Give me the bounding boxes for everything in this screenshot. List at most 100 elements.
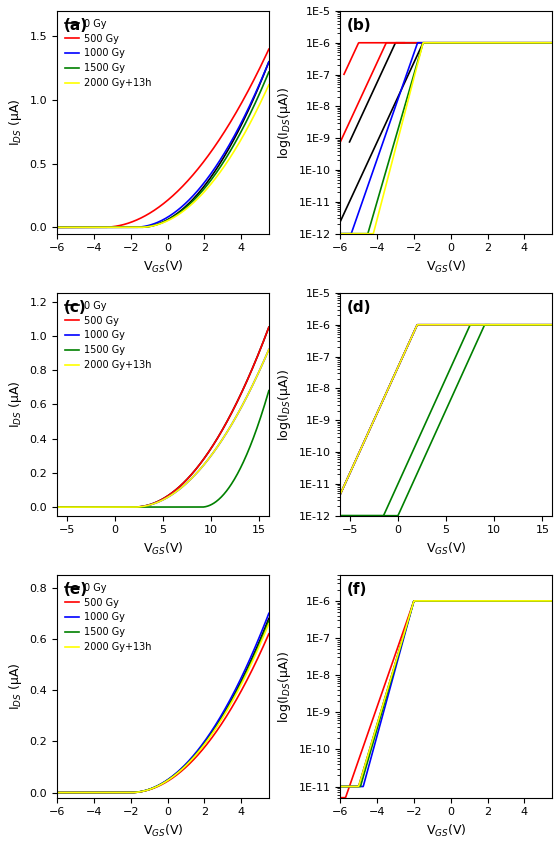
X-axis label: V$_{GS}$(V): V$_{GS}$(V): [143, 823, 183, 839]
500 Gy: [266, 322, 272, 332]
1000 Gy: [180, 761, 187, 772]
Line: 0 Gy: 0 Gy: [57, 618, 269, 793]
0 Gy: [266, 613, 272, 624]
500 Gy: [155, 202, 162, 212]
500 Gy: [54, 502, 60, 512]
0 Gy: [180, 762, 187, 772]
1000 Gy: [155, 217, 162, 227]
Line: 1500 Gy: 1500 Gy: [57, 391, 269, 507]
2000 Gy+13h: [260, 91, 267, 101]
500 Gy: [180, 478, 187, 488]
1000 Gy: [168, 490, 175, 500]
500 Gy: [54, 222, 60, 233]
2000 Gy+13h: [54, 502, 60, 512]
X-axis label: V$_{GS}$(V): V$_{GS}$(V): [143, 541, 183, 557]
1500 Gy: [180, 763, 187, 773]
500 Gy: [260, 336, 267, 346]
Y-axis label: log(I$_{DS}$(μA)): log(I$_{DS}$(μA)): [276, 368, 293, 441]
0 Gy: [168, 772, 175, 783]
Line: 0 Gy: 0 Gy: [57, 62, 269, 228]
Y-axis label: log(I$_{DS}$(μA)): log(I$_{DS}$(μA)): [276, 86, 293, 158]
1500 Gy: [228, 481, 234, 491]
0 Gy: [168, 488, 175, 498]
X-axis label: V$_{GS}$(V): V$_{GS}$(V): [143, 259, 183, 275]
Line: 1500 Gy: 1500 Gy: [57, 72, 269, 228]
1500 Gy: [155, 780, 162, 790]
0 Gy: [266, 57, 272, 67]
0 Gy: [54, 502, 60, 512]
X-axis label: V$_{GS}$(V): V$_{GS}$(V): [426, 541, 466, 557]
0 Gy: [228, 696, 234, 706]
2000 Gy+13h: [260, 356, 267, 366]
2000 Gy+13h: [155, 219, 162, 229]
0 Gy: [154, 497, 161, 507]
1500 Gy: [266, 386, 272, 396]
2000 Gy+13h: [154, 497, 161, 508]
500 Gy: [168, 773, 175, 783]
500 Gy: [260, 640, 267, 651]
1500 Gy: [260, 629, 267, 639]
500 Gy: [228, 117, 234, 127]
1000 Gy: [155, 497, 162, 507]
1000 Gy: [266, 608, 272, 618]
1000 Gy: [54, 788, 60, 798]
Line: 1500 Gy: 1500 Gy: [57, 621, 269, 793]
1000 Gy: [260, 69, 267, 80]
0 Gy: [154, 219, 161, 229]
500 Gy: [228, 705, 234, 715]
0 Gy: [154, 781, 161, 791]
1000 Gy: [168, 772, 175, 782]
2000 Gy+13h: [54, 788, 60, 798]
Text: (b): (b): [347, 18, 371, 33]
500 Gy: [168, 192, 175, 202]
2000 Gy+13h: [168, 490, 175, 500]
1500 Gy: [54, 788, 60, 798]
Legend: 0 Gy, 500 Gy, 1000 Gy, 1500 Gy, 2000 Gy+13h: 0 Gy, 500 Gy, 1000 Gy, 1500 Gy, 2000 Gy+…: [62, 16, 155, 91]
Text: (c): (c): [63, 299, 86, 315]
1500 Gy: [155, 502, 162, 512]
1000 Gy: [228, 421, 234, 431]
500 Gy: [155, 496, 162, 506]
1500 Gy: [168, 213, 175, 223]
1500 Gy: [154, 781, 161, 791]
1000 Gy: [266, 344, 272, 354]
1500 Gy: [155, 219, 162, 229]
2000 Gy+13h: [260, 631, 267, 641]
1000 Gy: [260, 621, 267, 631]
500 Gy: [180, 765, 187, 775]
1000 Gy: [260, 356, 267, 366]
0 Gy: [260, 626, 267, 636]
0 Gy: [266, 322, 272, 332]
Legend: 0 Gy, 500 Gy, 1000 Gy, 1500 Gy, 2000 Gy+13h: 0 Gy, 500 Gy, 1000 Gy, 1500 Gy, 2000 Gy+…: [62, 298, 155, 373]
1500 Gy: [168, 772, 175, 783]
1500 Gy: [260, 79, 267, 89]
1500 Gy: [260, 403, 267, 413]
1500 Gy: [228, 146, 234, 156]
1500 Gy: [54, 502, 60, 512]
Line: 0 Gy: 0 Gy: [57, 327, 269, 507]
1500 Gy: [266, 616, 272, 626]
2000 Gy+13h: [155, 497, 162, 507]
0 Gy: [54, 788, 60, 798]
Line: 500 Gy: 500 Gy: [57, 327, 269, 507]
2000 Gy+13h: [266, 344, 272, 354]
0 Gy: [228, 140, 234, 151]
0 Gy: [228, 409, 234, 420]
Y-axis label: I$_{DS}$ (μA): I$_{DS}$ (μA): [7, 381, 24, 428]
500 Gy: [154, 203, 161, 213]
2000 Gy+13h: [180, 481, 187, 492]
1500 Gy: [228, 698, 234, 708]
1000 Gy: [155, 780, 162, 790]
2000 Gy+13h: [154, 781, 161, 791]
500 Gy: [266, 629, 272, 639]
2000 Gy+13h: [154, 220, 161, 230]
500 Gy: [168, 488, 175, 498]
1000 Gy: [228, 694, 234, 704]
2000 Gy+13h: [54, 222, 60, 233]
Text: (a): (a): [63, 18, 87, 33]
2000 Gy+13h: [228, 699, 234, 709]
Text: (d): (d): [347, 299, 371, 315]
1000 Gy: [154, 497, 161, 508]
Text: (f): (f): [347, 582, 367, 596]
Y-axis label: log(I$_{DS}$(μA)): log(I$_{DS}$(μA)): [276, 650, 293, 722]
